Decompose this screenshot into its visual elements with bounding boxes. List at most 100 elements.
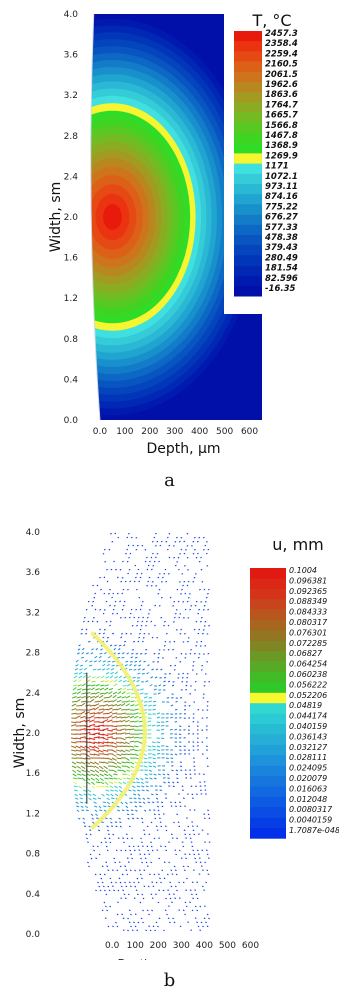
vector-group-205 xyxy=(76,709,104,764)
legend-swatch-9 xyxy=(234,122,262,134)
vector-group-183 xyxy=(112,699,126,711)
y-tick-label-0: 0.0 xyxy=(26,930,41,940)
vector-group-266 xyxy=(98,724,105,727)
vector-group-223 xyxy=(75,712,100,735)
legend-label-23: 0.0080317 xyxy=(289,805,333,814)
vector-group-251 xyxy=(80,719,86,723)
vector-group-213 xyxy=(112,708,118,711)
legend-swatch-15 xyxy=(250,724,286,735)
vector-group-433 xyxy=(109,785,114,789)
vector-group-121 xyxy=(73,684,114,785)
vector-group-111 xyxy=(91,680,96,683)
vector-group-181 xyxy=(76,700,109,707)
vector-group-281 xyxy=(84,728,105,745)
x-tick-label-3: 300 xyxy=(173,941,190,951)
vector-group-371 xyxy=(111,757,117,761)
vector-group-403 xyxy=(141,769,187,824)
vector-group-314 xyxy=(80,737,126,760)
vector-group-41 xyxy=(126,652,178,811)
vector-group-50 xyxy=(77,656,166,820)
vector-group-210 xyxy=(80,708,122,731)
vector-group-438 xyxy=(80,805,84,809)
vector-group-311 xyxy=(84,737,91,740)
isoline-yellow xyxy=(90,631,147,830)
vector-group-342 xyxy=(152,745,156,748)
vector-group-405 xyxy=(122,773,127,775)
legend-label-19: 577.33 xyxy=(265,223,298,233)
vector-group-56 xyxy=(93,660,165,740)
vector-group-167 xyxy=(112,694,117,699)
legend-swatch-25 xyxy=(250,828,286,839)
vector-group-361 xyxy=(116,753,122,756)
vector-group-331 xyxy=(138,741,143,744)
vector-group-180 xyxy=(98,698,104,703)
vector-group-189 xyxy=(121,701,170,811)
vector-group-63 xyxy=(75,664,79,667)
legend-swatch-3 xyxy=(234,61,262,73)
legend-label-20: 478.38 xyxy=(264,233,298,243)
vector-group-175 xyxy=(76,698,81,703)
vector-group-427 xyxy=(73,785,78,788)
temperature-legend: T, °C2457.32358.42259.42160.52061.51962.… xyxy=(224,11,339,314)
vector-group-428 xyxy=(82,785,87,788)
vector-group-101 xyxy=(96,676,101,679)
vector-group-66 xyxy=(75,663,161,800)
vector-group-204 xyxy=(71,708,77,711)
y-tick-label-9: 3.6 xyxy=(26,568,41,578)
displacement-axes: 0.0 0.4 0.8 1.2 1.6 2.0 2.4 2.8 3.2 3.6 4.0 0.0 100 2… xyxy=(12,528,259,970)
vector-group-284 xyxy=(97,729,105,731)
vector-group-235 xyxy=(71,716,122,719)
y-tick-label-4: 1.6 xyxy=(26,769,41,779)
vector-group-152 xyxy=(108,691,113,695)
vector-group-375 xyxy=(134,757,139,760)
vector-group-236 xyxy=(75,715,117,719)
vector-group-299 xyxy=(111,732,118,735)
legend-label-10: 0.060238 xyxy=(289,670,327,679)
vector-group-97 xyxy=(78,675,140,789)
vector-group-220 xyxy=(75,713,91,760)
vector-group-198 xyxy=(108,704,130,767)
vector-group-47 xyxy=(107,656,169,805)
vector-group-409 xyxy=(72,777,78,780)
vector-group-4 xyxy=(80,633,83,635)
vector-group-163 xyxy=(94,695,100,699)
legend-swatch-2 xyxy=(250,588,286,600)
vector-group-228 xyxy=(76,712,126,764)
vector-group-408 xyxy=(176,773,179,776)
legend-label-22: 280.49 xyxy=(265,253,298,263)
vector-group-0 xyxy=(82,532,211,932)
vector-group-442 xyxy=(92,817,121,824)
legend-swatch-24 xyxy=(250,817,286,829)
legend-label-1: 2358.4 xyxy=(265,39,298,49)
vector-group-410 xyxy=(77,777,82,780)
vector-group-176 xyxy=(80,700,86,703)
vector-group-3 xyxy=(103,628,195,735)
legend-label-15: 0.040159 xyxy=(289,722,327,731)
vector-group-413 xyxy=(108,777,114,780)
y-tick-label-7: 2.8 xyxy=(64,132,79,142)
vector-group-185 xyxy=(130,700,135,703)
vector-group-196 xyxy=(103,704,113,764)
vector-group-93 xyxy=(103,673,161,812)
legend-label-13: 1171 xyxy=(265,162,289,172)
vector-group-362 xyxy=(129,753,135,756)
vector-group-436 xyxy=(80,801,111,805)
vector-group-27 xyxy=(77,648,158,679)
vector-group-325 xyxy=(106,741,113,744)
vector-group-178 xyxy=(89,698,95,703)
vector-group-169 xyxy=(125,695,131,699)
vector-group-84 xyxy=(142,668,154,679)
vector-group-8 xyxy=(89,632,183,836)
vector-group-53 xyxy=(75,659,165,809)
vector-group-34 xyxy=(76,652,166,816)
x-axis-title: Depth, μm xyxy=(118,957,176,960)
y-tick-label-3: 1.2 xyxy=(26,809,40,819)
vector-group-62 xyxy=(89,661,183,832)
legend-label-5: 1962.6 xyxy=(265,80,298,90)
legend-swatch-17 xyxy=(234,204,262,215)
vector-group-391 xyxy=(121,765,131,773)
legend-label-17: 775.22 xyxy=(265,202,298,212)
legend-label-21: 0.016063 xyxy=(289,784,327,793)
vector-group-48 xyxy=(76,657,165,813)
vector-group-119 xyxy=(101,680,166,823)
